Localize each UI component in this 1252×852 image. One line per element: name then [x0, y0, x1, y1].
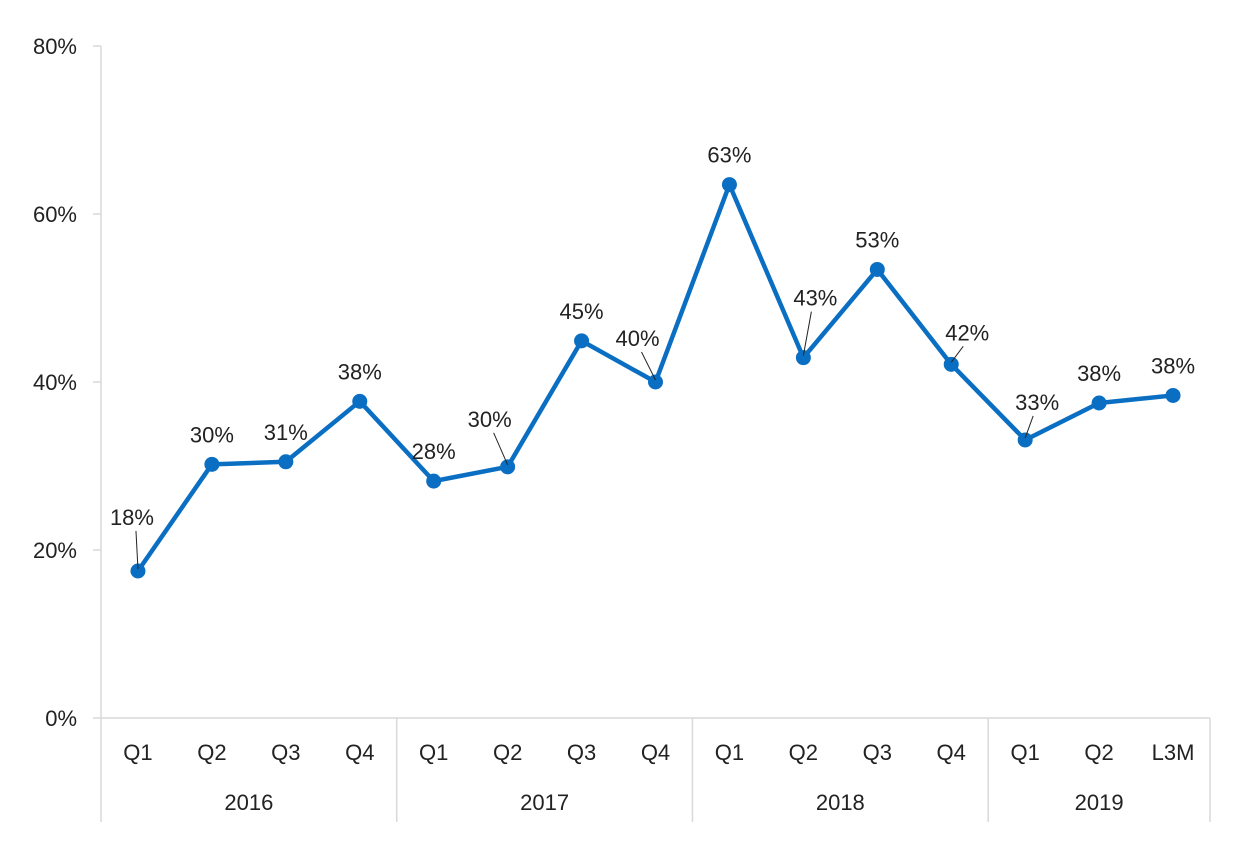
x-category-label: Q1 [419, 740, 448, 765]
data-label: 40% [615, 326, 659, 351]
data-point [869, 261, 885, 277]
data-label-leader [641, 351, 656, 381]
y-tick-label: 40% [33, 370, 77, 395]
x-category-label: Q4 [345, 740, 374, 765]
data-label-leader [950, 346, 964, 363]
data-label: 38% [1151, 353, 1195, 378]
data-label-leader [802, 311, 812, 356]
data-labels: 18% 30% 31% 38% 28% 30% 45% 40% 63% 43% 53% 42% 33% 3… [110, 143, 1195, 570]
x-axis-year-groups: 2016 2017 2018 2019 [224, 718, 1211, 822]
x-category-label: Q4 [937, 740, 966, 765]
data-label: 63% [707, 143, 751, 168]
data-point [278, 454, 294, 470]
data-label: 18% [110, 505, 154, 530]
data-label: 31% [264, 420, 308, 445]
x-category-label: Q3 [271, 740, 300, 765]
x-category-label: Q2 [197, 740, 226, 765]
data-label: 28% [412, 439, 456, 464]
x-category-label: Q1 [1010, 740, 1039, 765]
data-point [1091, 395, 1107, 411]
data-label: 42% [945, 320, 989, 345]
axes [100, 46, 1210, 822]
y-tick-label: 0% [45, 706, 77, 731]
x-category-label: L3M [1152, 740, 1195, 765]
data-label-leader [493, 432, 509, 466]
data-point [795, 350, 811, 366]
data-label: 30% [190, 422, 234, 447]
x-category-label: Q3 [863, 740, 892, 765]
data-label: 38% [1077, 361, 1121, 386]
data-point [574, 333, 590, 349]
x-group-label: 2016 [224, 790, 273, 815]
y-tick-label: 20% [33, 538, 77, 563]
data-point [1017, 432, 1033, 448]
data-label: 30% [468, 407, 512, 432]
data-point [352, 393, 368, 409]
y-axis-ticks: 0% 20% 40% 60% 80% [33, 34, 101, 731]
x-category-label: Q2 [1084, 740, 1113, 765]
x-category-label: Q4 [641, 740, 670, 765]
data-label: 53% [855, 227, 899, 252]
data-point [1165, 387, 1181, 403]
x-category-label: Q1 [123, 740, 152, 765]
data-point [721, 177, 737, 193]
data-point [943, 356, 959, 372]
data-point [130, 563, 146, 579]
x-category-label: Q2 [789, 740, 818, 765]
data-label: 33% [1015, 390, 1059, 415]
y-tick-label: 60% [33, 202, 77, 227]
x-category-label: Q2 [493, 740, 522, 765]
x-group-label: 2018 [816, 790, 865, 815]
x-category-label: Q1 [715, 740, 744, 765]
x-group-label: 2017 [520, 790, 569, 815]
data-point [648, 374, 663, 390]
x-group-label: 2019 [1075, 790, 1124, 815]
data-label-leader [135, 530, 139, 570]
data-label: 38% [338, 359, 382, 384]
x-category-label: Q3 [567, 740, 596, 765]
data-point [426, 473, 442, 489]
series-line [130, 177, 1181, 579]
x-axis-categories: Q1 Q2 Q3 Q4 Q1 Q2 Q3 Q4 Q1 Q2 Q3 Q4 Q1 Q2 L3M [123, 740, 1194, 765]
data-point [500, 459, 516, 475]
y-tick-label: 80% [33, 34, 77, 59]
data-label: 45% [560, 299, 604, 324]
data-point [204, 456, 220, 472]
data-label-leader [1024, 415, 1034, 439]
data-label: 43% [793, 286, 837, 311]
